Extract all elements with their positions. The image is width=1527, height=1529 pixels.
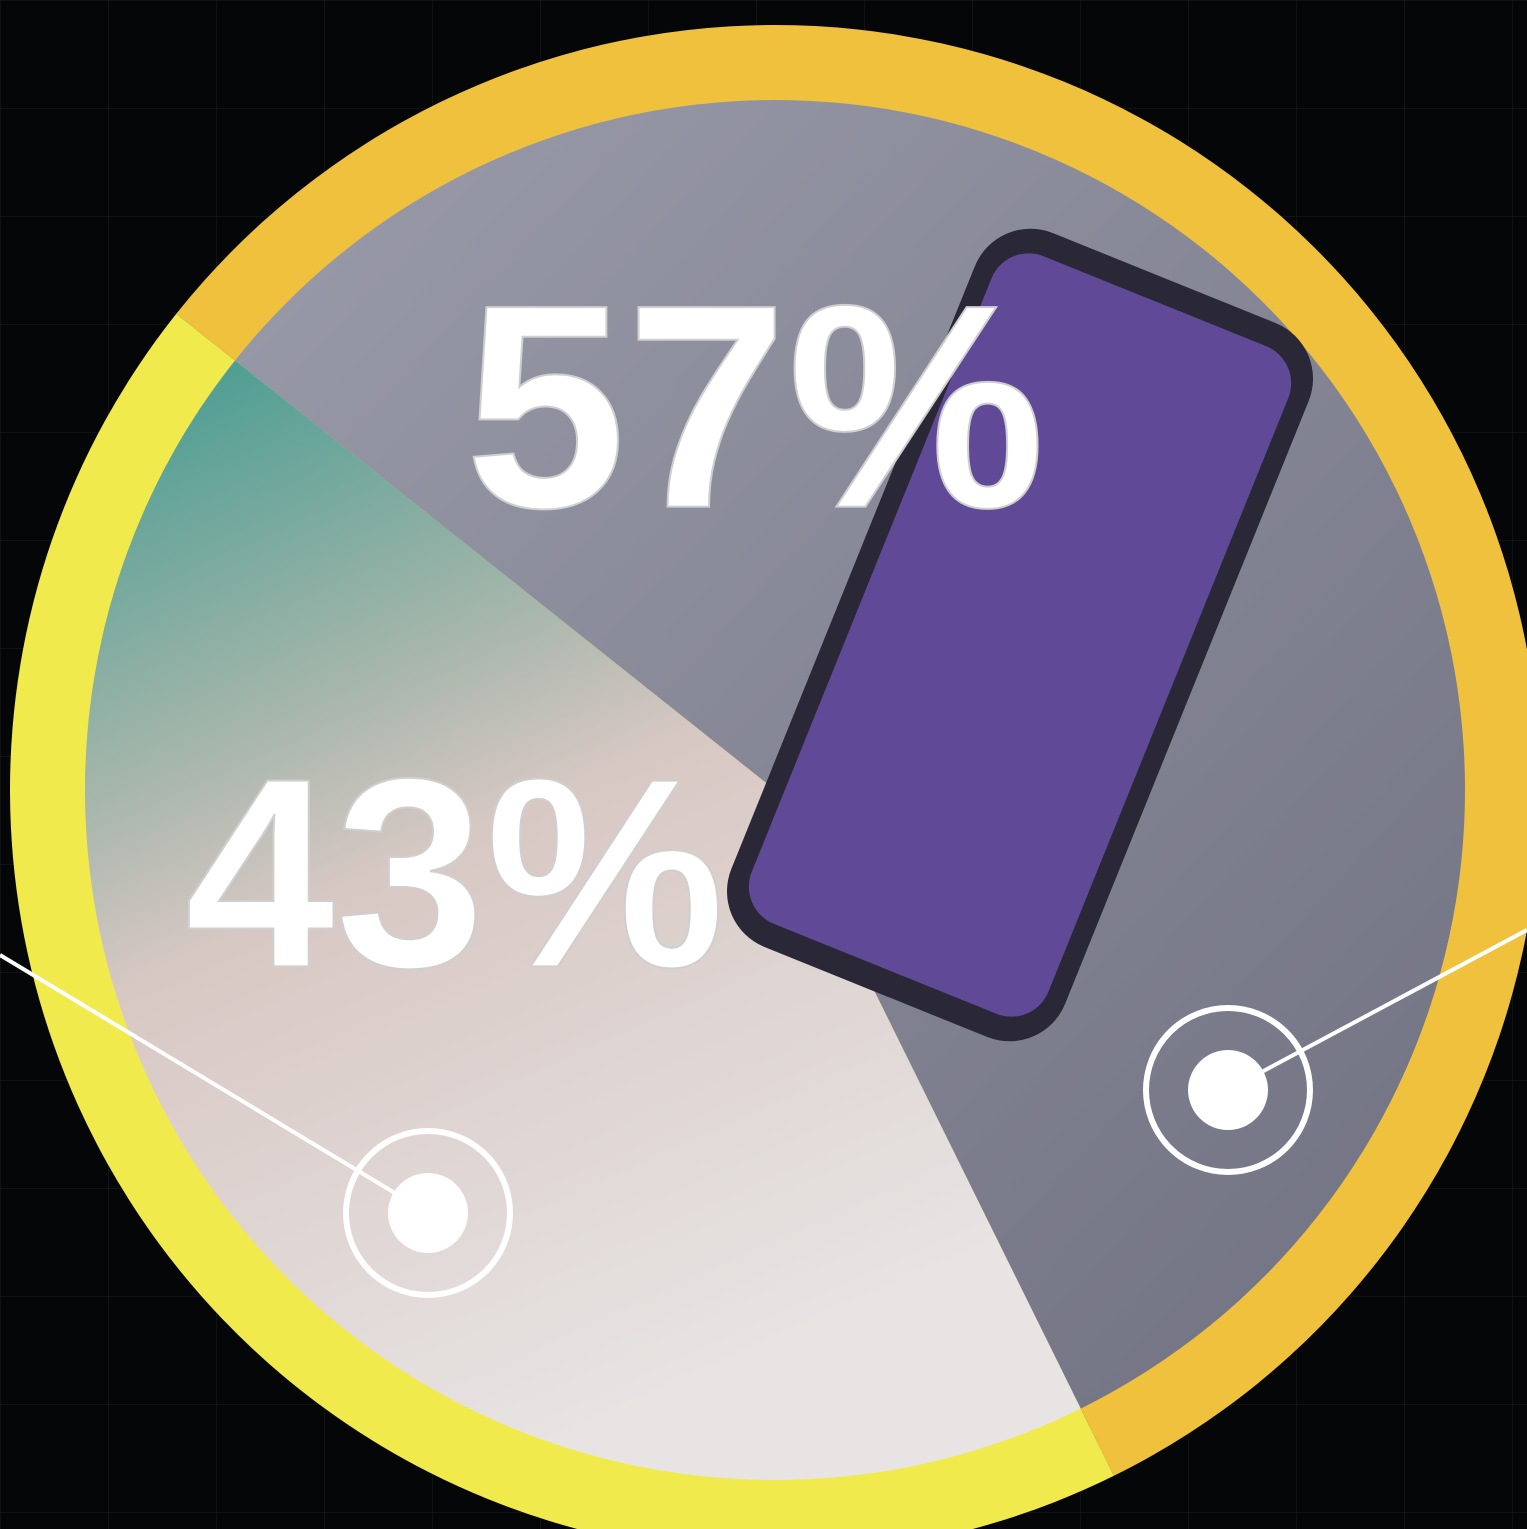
decoration: [0, 228, 1527, 1298]
pie-slice-photo: [84, 360, 1081, 1481]
marker-dot: [1188, 1050, 1268, 1130]
phone-screen: [748, 253, 1292, 1017]
data-label: 43%: [185, 723, 725, 1024]
leader-line: [1227, 928, 1527, 1092]
marker-ring: [343, 1128, 513, 1298]
data-label: 57%: [465, 245, 1045, 569]
marker-ring: [1143, 1005, 1313, 1175]
marker-dot: [388, 1173, 468, 1253]
